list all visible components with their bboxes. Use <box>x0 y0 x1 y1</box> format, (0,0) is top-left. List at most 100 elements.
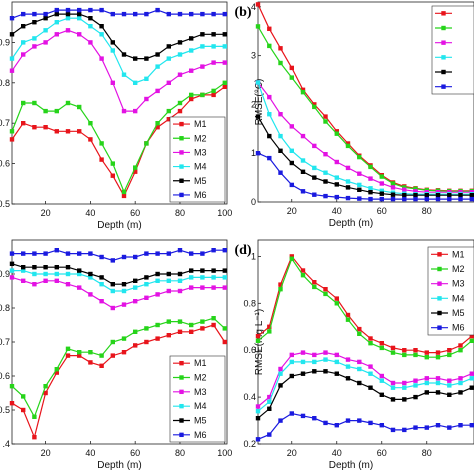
data-point <box>21 394 26 399</box>
data-point <box>144 282 149 287</box>
data-point <box>469 371 474 376</box>
data-point <box>166 319 171 324</box>
data-point <box>222 285 227 290</box>
data-point <box>99 275 104 280</box>
data-point <box>77 268 82 273</box>
legend-marker <box>179 178 184 183</box>
data-point <box>312 192 317 197</box>
data-point <box>99 299 104 304</box>
data-point <box>144 56 149 61</box>
x-tick-label: 60 <box>130 448 140 458</box>
data-point <box>402 397 407 402</box>
data-point <box>200 251 205 256</box>
data-point <box>300 359 306 365</box>
data-point <box>424 425 429 430</box>
data-point <box>155 52 160 57</box>
data-point <box>21 407 26 413</box>
data-point <box>447 352 452 358</box>
data-point <box>435 193 441 198</box>
data-point <box>368 196 373 202</box>
data-point <box>177 52 183 57</box>
legend-marker <box>179 360 184 366</box>
data-point <box>278 133 283 139</box>
legend: M1 M2 M3 M4 M5 M6 <box>169 355 226 443</box>
data-point <box>177 100 183 106</box>
data-point <box>43 390 48 396</box>
x-tick-label: 100 <box>217 208 232 218</box>
data-point <box>211 275 216 280</box>
data-point <box>368 364 373 369</box>
legend-marker <box>441 11 446 16</box>
data-point <box>300 413 306 419</box>
data-point <box>357 380 362 386</box>
data-point <box>390 185 396 190</box>
data-point <box>300 371 306 376</box>
data-point <box>189 96 194 102</box>
legend-entry: M1 <box>194 358 207 368</box>
legend-entry: M3 <box>194 147 207 157</box>
data-point <box>312 280 317 285</box>
data-point <box>413 425 418 430</box>
data-point <box>289 124 294 129</box>
data-point <box>278 60 283 66</box>
data-point <box>447 378 452 383</box>
data-point <box>402 352 407 358</box>
data-point <box>424 355 429 360</box>
data-point <box>402 196 407 202</box>
data-point <box>177 248 183 253</box>
data-point <box>43 278 48 283</box>
data-point <box>345 141 351 146</box>
data-point <box>255 151 261 156</box>
data-point <box>32 251 37 256</box>
y-tick-label: 0.6 <box>243 345 256 355</box>
axes-frame <box>11 1 228 205</box>
data-point <box>345 376 351 381</box>
data-point <box>312 165 317 171</box>
data-point <box>110 258 115 263</box>
data-point <box>88 271 93 277</box>
data-point <box>88 292 93 297</box>
data-point <box>289 411 294 416</box>
data-point <box>424 380 429 386</box>
data-point <box>435 350 441 355</box>
data-point <box>267 406 272 411</box>
data-point <box>289 373 294 379</box>
data-point <box>357 359 362 365</box>
data-point <box>222 44 227 49</box>
data-point <box>200 92 205 98</box>
legend-entry: M4 <box>194 162 207 172</box>
data-point <box>435 423 441 428</box>
data-point <box>77 129 82 134</box>
data-point <box>32 20 37 25</box>
x-axis-label: Depth (m) <box>97 220 141 231</box>
data-point <box>54 271 59 277</box>
data-point <box>368 190 373 195</box>
data-point <box>334 194 339 200</box>
data-point <box>177 11 183 17</box>
data-point <box>222 339 227 345</box>
panel-label: (d) <box>234 243 251 258</box>
data-point <box>458 348 463 353</box>
legend-entry: M5 <box>194 176 207 186</box>
plot-area <box>255 2 474 202</box>
x-tick-label: 80 <box>175 448 185 458</box>
data-point <box>211 32 216 37</box>
data-point <box>267 394 272 400</box>
data-point <box>9 56 15 61</box>
y-tick-label: 0.8 <box>243 298 256 308</box>
data-point <box>345 312 351 318</box>
data-point <box>447 193 452 198</box>
data-point <box>166 117 171 122</box>
y-tick-label: 0.9 <box>0 37 10 47</box>
data-point <box>222 84 227 89</box>
data-point <box>300 268 306 273</box>
data-point <box>469 338 474 343</box>
data-point <box>357 196 362 201</box>
data-point <box>65 16 71 21</box>
data-point <box>65 100 71 106</box>
data-point <box>435 390 441 395</box>
data-point <box>166 278 171 283</box>
x-tick-label: 80 <box>175 208 185 218</box>
data-point <box>155 322 160 328</box>
